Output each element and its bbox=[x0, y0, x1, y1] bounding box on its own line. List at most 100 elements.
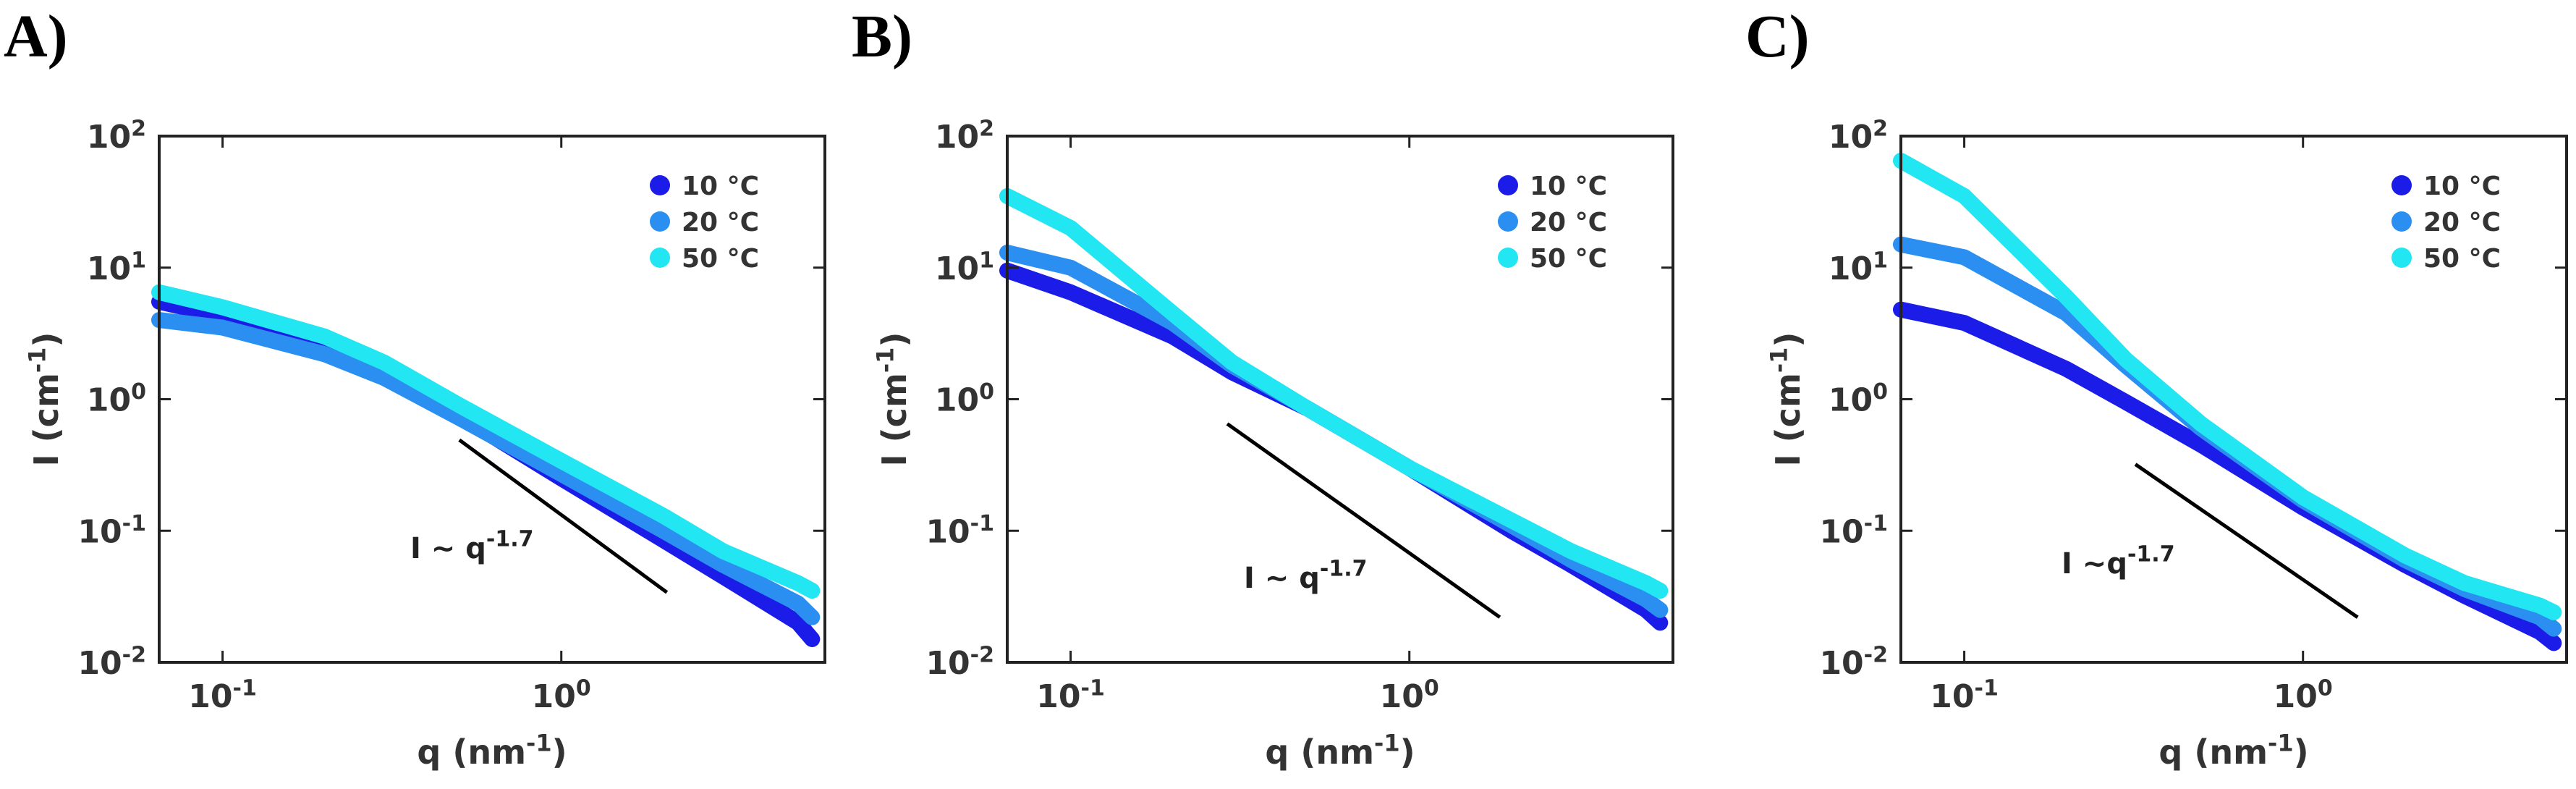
panel-label: A) bbox=[4, 3, 68, 70]
legend-marker bbox=[650, 175, 670, 195]
legend-label: 20 °C bbox=[1530, 208, 1607, 237]
x-tick-label-exponent: 0 bbox=[1424, 676, 1439, 701]
data-series bbox=[1893, 301, 2562, 651]
y-tick-label-base: 10 bbox=[1819, 513, 1863, 550]
x-axis-label-exponent: -1 bbox=[2268, 729, 2294, 756]
y-tick-label: 100 bbox=[87, 379, 146, 419]
legend-label: 50 °C bbox=[1530, 244, 1607, 274]
legend-marker bbox=[1498, 248, 1518, 268]
x-axis-label: q (nm-1) bbox=[2158, 729, 2308, 772]
y-tick-label-base: 10 bbox=[925, 645, 970, 682]
y-tick-label-base: 10 bbox=[87, 250, 131, 287]
annotation-base: I ~ q bbox=[410, 532, 486, 565]
annotation-base: I ~ q bbox=[1244, 562, 1320, 595]
x-tick-label: 10-1 bbox=[1930, 676, 1999, 716]
y-tick-label-exponent: 0 bbox=[131, 379, 146, 405]
y-tick-label-base: 10 bbox=[1829, 119, 1873, 156]
x-axis-label-base: q (nm bbox=[417, 733, 526, 772]
y-tick-label: 101 bbox=[1829, 248, 1888, 287]
y-tick-label-base: 10 bbox=[77, 645, 122, 682]
x-axis-label-exponent: -1 bbox=[1374, 729, 1400, 756]
y-tick-label: 10-2 bbox=[1819, 643, 1888, 683]
x-axis-label-suffix: ) bbox=[1400, 733, 1415, 772]
y-tick-label-exponent: 2 bbox=[1873, 117, 1888, 142]
x-tick-label-base: 10 bbox=[2274, 678, 2318, 715]
x-tick-label-base: 10 bbox=[188, 678, 232, 715]
x-tick-label: 100 bbox=[532, 676, 591, 716]
y-tick-label-exponent: 0 bbox=[979, 379, 994, 405]
y-axis-label-suffix: ) bbox=[875, 332, 914, 347]
annotation: I ~q-1.7 bbox=[2062, 542, 2175, 581]
y-tick-label-base: 10 bbox=[1819, 645, 1863, 682]
annotation-base: I ~q bbox=[2062, 547, 2127, 581]
y-axis-label-base: I (cm bbox=[27, 373, 66, 466]
data-series bbox=[999, 187, 1669, 599]
annotation-exponent: -1.7 bbox=[486, 527, 534, 552]
y-tick-label-base: 10 bbox=[87, 119, 131, 156]
x-axis-label: q (nm-1) bbox=[417, 729, 567, 772]
y-tick-label: 10-1 bbox=[925, 511, 994, 551]
data-series bbox=[151, 293, 821, 647]
legend-marker bbox=[1498, 175, 1518, 195]
y-tick-label-base: 10 bbox=[935, 119, 979, 156]
x-axis-label-suffix: ) bbox=[552, 733, 567, 772]
panel-label: B) bbox=[852, 3, 912, 70]
x-axis-label-base: q (nm bbox=[2158, 733, 2268, 772]
legend-label: 10 °C bbox=[1530, 172, 1607, 201]
legend-label: 10 °C bbox=[682, 172, 759, 201]
y-tick-label-base: 10 bbox=[87, 382, 131, 419]
y-tick-label-base: 10 bbox=[935, 382, 979, 419]
y-tick-label-exponent: 2 bbox=[131, 117, 146, 142]
y-tick-label: 101 bbox=[87, 248, 146, 287]
legend-marker bbox=[650, 211, 670, 232]
legend-label: 20 °C bbox=[682, 208, 759, 237]
x-axis-label-base: q (nm bbox=[1265, 733, 1374, 772]
annotation-exponent: -1.7 bbox=[2127, 542, 2175, 568]
x-axis-label: q (nm-1) bbox=[1265, 729, 1415, 772]
y-tick-label-exponent: -1 bbox=[1864, 511, 1888, 536]
y-tick-label: 10-1 bbox=[1819, 511, 1888, 551]
legend-marker bbox=[2391, 248, 2412, 268]
y-tick-label: 101 bbox=[935, 248, 994, 287]
y-tick-label-exponent: -1 bbox=[122, 511, 146, 536]
y-axis-label: I (cm-1) bbox=[1765, 332, 1808, 467]
x-tick-label-base: 10 bbox=[532, 678, 576, 715]
x-tick-label-exponent: -1 bbox=[1081, 676, 1105, 701]
y-axis-label-exponent: -1 bbox=[871, 347, 899, 374]
x-axis-label-suffix: ) bbox=[2294, 733, 2309, 772]
y-tick-label: 102 bbox=[935, 117, 994, 156]
y-axis-label-exponent: -1 bbox=[1765, 347, 1792, 374]
y-tick-label: 102 bbox=[87, 117, 146, 156]
y-axis-label-base: I (cm bbox=[1768, 373, 1808, 466]
data-series bbox=[151, 312, 821, 625]
y-axis-label-base: I (cm bbox=[875, 373, 914, 466]
annotation-exponent: -1.7 bbox=[1320, 557, 1368, 582]
y-axis-label-suffix: ) bbox=[1768, 332, 1808, 347]
legend-marker bbox=[1498, 211, 1518, 232]
legend-marker bbox=[650, 248, 670, 268]
y-tick-label: 100 bbox=[935, 379, 994, 419]
x-tick-label: 100 bbox=[2274, 676, 2333, 716]
y-tick-label-exponent: 0 bbox=[1873, 379, 1888, 405]
y-tick-label: 10-2 bbox=[925, 643, 994, 683]
y-axis-label-exponent: -1 bbox=[23, 347, 51, 374]
y-tick-label: 10-2 bbox=[77, 643, 146, 683]
y-tick-label-exponent: 1 bbox=[131, 248, 146, 273]
y-tick-label-exponent: 1 bbox=[979, 248, 994, 273]
y-tick-label-base: 10 bbox=[1829, 250, 1873, 287]
data-series bbox=[151, 284, 821, 599]
legend-label: 50 °C bbox=[682, 244, 759, 274]
y-tick-label-exponent: -1 bbox=[970, 511, 994, 536]
legend-marker bbox=[2391, 211, 2412, 232]
y-tick-label: 10-1 bbox=[77, 511, 146, 551]
x-tick-label-base: 10 bbox=[1930, 678, 1974, 715]
legend-label: 50 °C bbox=[2423, 244, 2501, 274]
y-tick-label-exponent: 2 bbox=[979, 117, 994, 142]
annotation: I ~ q-1.7 bbox=[1244, 557, 1368, 596]
x-tick-label-exponent: -1 bbox=[1975, 676, 1999, 701]
y-tick-label-base: 10 bbox=[77, 513, 122, 550]
power-law-guide bbox=[1226, 422, 1501, 619]
x-tick-label-exponent: -1 bbox=[233, 676, 257, 701]
x-tick-label-base: 10 bbox=[1036, 678, 1080, 715]
power-law-guide bbox=[458, 438, 669, 594]
